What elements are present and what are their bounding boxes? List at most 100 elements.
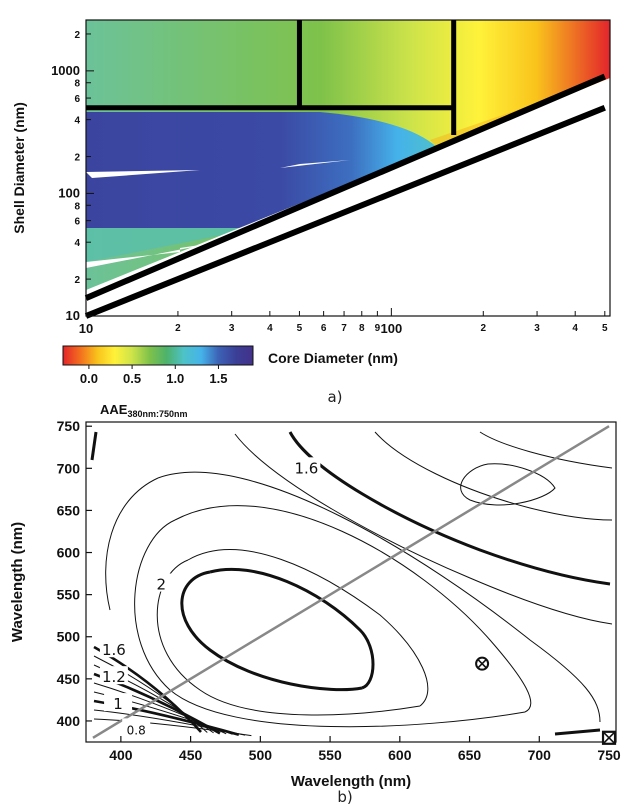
colorbar-tick-label: 1.0 <box>166 371 184 386</box>
a-xtick-label: 5 <box>602 323 608 334</box>
a-ytick-label: 10 <box>66 308 80 323</box>
panel-b-xlabel: Wavelength (nm) <box>291 773 411 790</box>
b-ytick-label: 600 <box>57 545 81 561</box>
panel-a-lines <box>84 20 606 319</box>
panel-b-ylabel: Wavelength (nm) <box>9 522 26 642</box>
line-shell-equals-1.4-core <box>84 73 606 301</box>
b-ytick-label: 700 <box>57 460 81 476</box>
a-ytick-label: 4 <box>74 238 80 249</box>
a-xtick-label: 3 <box>534 323 540 334</box>
contour-label-bg <box>122 718 151 737</box>
panel-a-xlabel: Core Diameter (nm) <box>268 350 398 366</box>
b-ytick-label: 550 <box>57 587 81 603</box>
a-ytick-label: 2 <box>74 153 80 164</box>
a-ytick-label: 4 <box>74 116 80 127</box>
colorbar-ticks: 0.0 0.5 1.0 1.5 <box>80 365 227 386</box>
colorbar-tick-label: 1.5 <box>209 371 227 386</box>
contour-1.4 <box>234 433 613 625</box>
a-xtick-label: 4 <box>572 323 578 334</box>
b-ytick-label: 500 <box>57 629 81 645</box>
heatmap-upper-field <box>86 20 610 110</box>
contour-outer-3 <box>105 477 159 611</box>
a-xtick-label: 10 <box>79 321 93 336</box>
b-xtick-label: 450 <box>179 747 203 763</box>
contour-outer-1 <box>156 559 421 716</box>
b-xtick-label: 700 <box>528 747 552 763</box>
a-xtick-label: 100 <box>381 321 403 336</box>
contour-1.8 <box>374 431 613 521</box>
a-ytick-label: 100 <box>58 185 80 200</box>
contour-1.9 <box>479 431 613 469</box>
contour-level-2-top <box>209 567 375 690</box>
diagonal-line <box>92 425 610 739</box>
contour-label: 1.6 <box>102 641 126 659</box>
contour-labels: 1.6 2 1.6 1.2 1 0.8 <box>99 457 321 737</box>
contour-label-bg <box>99 666 128 685</box>
b-xtick-label: 750 <box>597 747 621 763</box>
contour-lower-left-line <box>93 718 252 737</box>
contour-lower-left-line <box>93 709 246 736</box>
a-xtick-label: 9 <box>375 323 381 334</box>
contour-label: 1 <box>113 695 123 713</box>
a-ytick-label: 2 <box>74 275 80 286</box>
heatmap-surface <box>86 20 610 316</box>
contour-label: 1.6 <box>294 459 318 477</box>
b-xtick-label: 500 <box>249 747 273 763</box>
a-xtick-label: 7 <box>341 323 347 334</box>
contour-label: 2 <box>157 576 167 594</box>
a-xtick-label: 3 <box>229 323 235 334</box>
b-ytick-label: 750 <box>57 418 81 434</box>
contour-lower-right <box>554 728 601 736</box>
a-xtick-label: 2 <box>175 323 181 334</box>
colorbar-tick-label: 0.0 <box>80 371 98 386</box>
panel-a-ylabel: Shell Diameter (nm) <box>11 102 27 233</box>
panel-a-caption: a) <box>327 388 342 406</box>
markers <box>475 656 617 745</box>
a-xtick-label: 5 <box>297 323 303 334</box>
a-ytick-label: 8 <box>74 201 80 212</box>
b-ytick-label: 450 <box>57 671 81 687</box>
marker-circle-cross-x <box>477 659 487 669</box>
a-ytick-label: 2 <box>74 30 80 41</box>
a-xtick-label: 8 <box>359 323 365 334</box>
b-xtick-label: 650 <box>458 747 482 763</box>
marker-square-cross-x <box>603 732 615 744</box>
heatmap-white-streak-1 <box>86 170 200 178</box>
contour-label: 1.2 <box>102 668 126 686</box>
a-xtick-label: 6 <box>321 323 327 334</box>
panel-a-frame <box>85 19 611 317</box>
contour-label-bg <box>292 457 321 476</box>
a-ytick-label: 6 <box>74 94 80 105</box>
a-xtick-label: 2 <box>481 323 487 334</box>
a-ytick-label: 1000 <box>51 63 80 78</box>
panel-b-ticks: 400 450 500 550 600 650 700 750 400 450 500 550 600 6… <box>57 418 621 763</box>
contour-label-bg <box>147 573 176 592</box>
contour-label-bg <box>104 693 133 712</box>
contour-outer-2-top <box>174 505 532 713</box>
heatmap-white-streak-2 <box>280 160 350 168</box>
b-xtick-label: 550 <box>318 747 342 763</box>
contour-top-left <box>90 431 98 461</box>
line-shell-equals-core <box>84 104 606 319</box>
contour-level-2 <box>180 570 363 692</box>
a-ytick-label: 6 <box>74 217 80 228</box>
contour-inner <box>460 463 556 506</box>
heatmap-white-void <box>86 78 610 316</box>
contour-outer-3-top <box>157 471 601 723</box>
panel-b-caption: b) <box>337 788 352 804</box>
contour-outer-2 <box>134 519 526 728</box>
b-ytick-label: 400 <box>57 713 81 729</box>
colorbar-title: AAE380nm:750nm <box>100 402 187 419</box>
a-ytick-label: 8 <box>74 79 80 90</box>
b-xtick-label: 600 <box>388 747 412 763</box>
b-ytick-label: 650 <box>57 502 81 518</box>
b-xtick-label: 400 <box>109 747 133 763</box>
colorbar <box>62 345 254 366</box>
colorbar-tick-label: 0.5 <box>123 371 141 386</box>
contour-label: 0.8 <box>127 723 146 737</box>
contour-outer-1-top <box>187 549 429 707</box>
contour-label-bg <box>99 639 128 658</box>
